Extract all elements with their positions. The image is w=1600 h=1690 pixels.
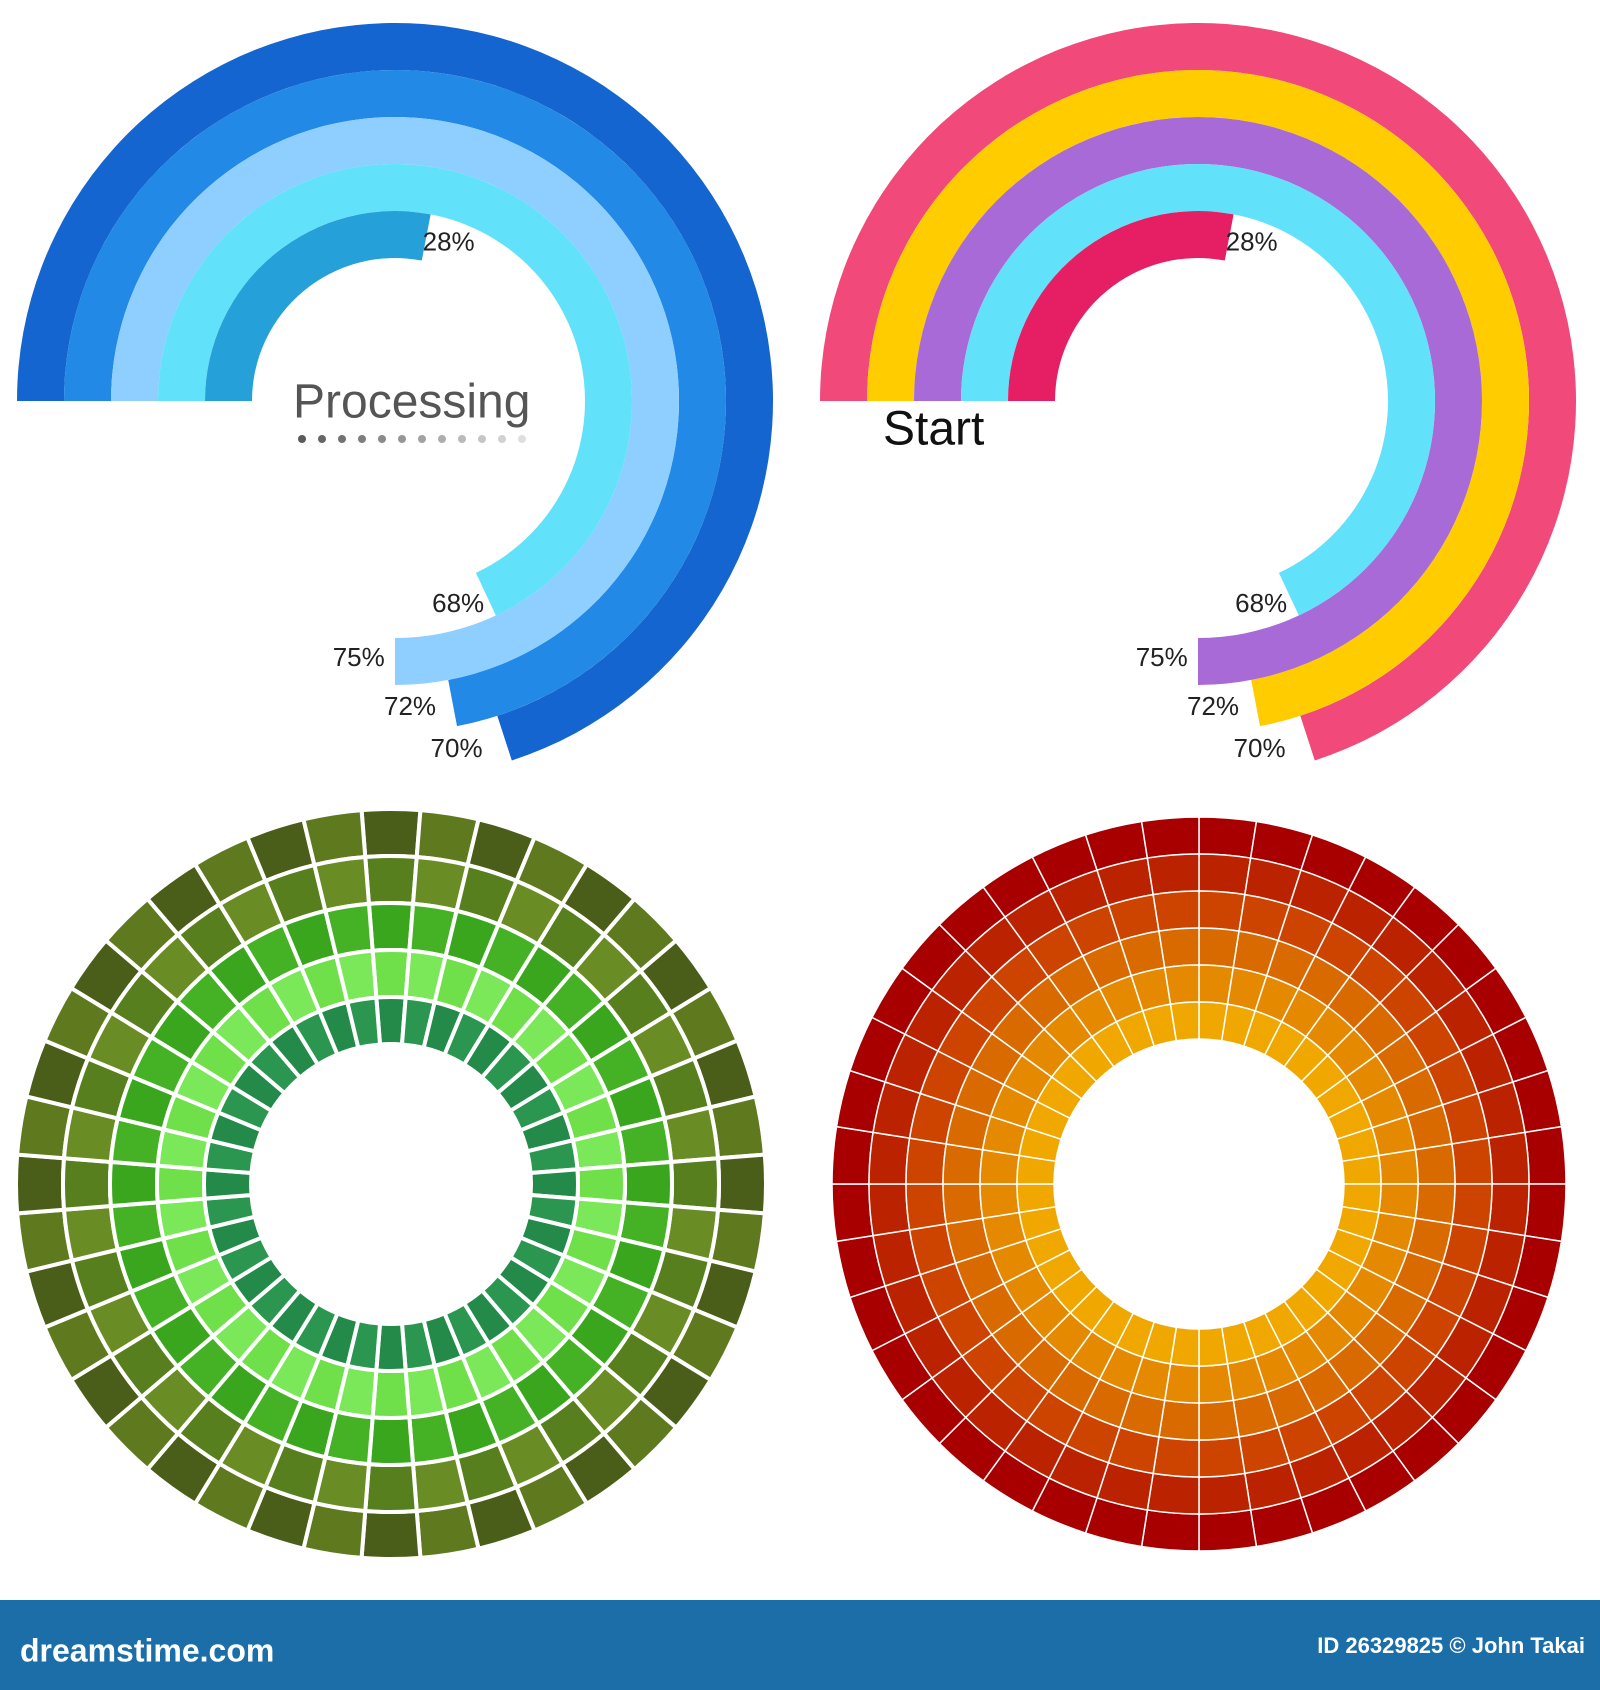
green-tile [366, 1415, 416, 1467]
red-tile [1152, 890, 1200, 933]
green-tile [14, 1152, 67, 1216]
red-tile [1198, 890, 1246, 933]
green-tile [359, 807, 423, 860]
green-tile [366, 901, 416, 953]
red-tile [1487, 1183, 1530, 1237]
red-tile [1146, 853, 1200, 896]
red-tile [1198, 927, 1240, 969]
red-tile [1198, 1362, 1235, 1404]
red-tile [1163, 964, 1200, 1006]
green-tile [575, 1163, 628, 1205]
red-tile [905, 1137, 948, 1185]
progress-ring [1008, 211, 1234, 401]
red-tile [1158, 927, 1200, 969]
green-tile [668, 1156, 721, 1212]
value-label: 75% [1136, 642, 1188, 672]
green-tile [107, 1159, 160, 1209]
processing-chart: 70% 72% 75% 68% 28% Processing [17, 22, 773, 763]
value-label: 70% [1234, 733, 1286, 763]
footer-site: dreamstime.com [20, 1632, 274, 1668]
footer-bar [0, 1600, 1600, 1690]
red-tile [1450, 1183, 1493, 1231]
progress-dot [338, 435, 346, 443]
value-label: 28% [1226, 226, 1278, 256]
red-tile [831, 1125, 874, 1185]
red-tile [905, 1183, 948, 1231]
progress-dot [418, 435, 426, 443]
value-label: 68% [432, 588, 484, 618]
red-tile [1377, 1148, 1419, 1185]
footer-credit: ID 26329825 © John Takai [1317, 1633, 1585, 1658]
green-tile [370, 1368, 412, 1421]
red-tile [868, 1183, 911, 1237]
green-tile [61, 1156, 114, 1212]
red-tile [1487, 1131, 1530, 1185]
green-tile [344, 995, 383, 1051]
value-label: 28% [423, 226, 475, 256]
red-tile [1140, 1509, 1200, 1552]
green-tile [715, 1152, 768, 1216]
red-tile [942, 1143, 984, 1185]
green-tile [154, 1163, 207, 1205]
progress-dot [318, 435, 326, 443]
red-tile [1198, 853, 1252, 896]
red-tile [1341, 1154, 1382, 1185]
progress-dot [358, 435, 366, 443]
progress-dot [398, 435, 406, 443]
green-tile [370, 948, 412, 1000]
progress-dot [438, 435, 446, 443]
red-tile [1524, 1183, 1567, 1243]
value-label: 68% [1235, 588, 1287, 618]
value-label: 72% [384, 691, 436, 721]
red-tile [1152, 1435, 1200, 1478]
value-label: 75% [333, 642, 385, 672]
decorative-wheels [14, 807, 1567, 1561]
red-tile [1158, 1399, 1200, 1441]
green-tile [108, 1200, 166, 1253]
red-tile [1414, 1183, 1456, 1225]
red-tile [831, 1183, 874, 1243]
red-tile [1198, 816, 1258, 859]
progress-dot [378, 435, 386, 443]
progress-ring [205, 210, 431, 401]
center-label: Start [883, 403, 984, 456]
green-tile [407, 1409, 460, 1467]
progress-dot [298, 435, 306, 443]
green-tile [359, 1508, 423, 1561]
green-tile [616, 1115, 674, 1168]
red-tile [1524, 1125, 1567, 1185]
green-tile [622, 1159, 675, 1209]
green-tile [322, 901, 375, 959]
red-tile [1140, 816, 1200, 859]
red-tile [1198, 1435, 1246, 1478]
value-label: 72% [1187, 691, 1239, 721]
red-tile [1146, 1472, 1200, 1515]
start-chart: 70% 72% 75% 68% 28% Start [820, 22, 1576, 763]
red-tile [1414, 1143, 1456, 1185]
green-tile [363, 854, 419, 907]
red-tile [868, 1131, 911, 1185]
value-label: 70% [431, 733, 483, 763]
red-tile [1198, 1399, 1240, 1441]
red-tile [1016, 1183, 1057, 1214]
center-label: Processing [293, 376, 530, 429]
red-tile [942, 1183, 984, 1225]
progress-dot [518, 435, 526, 443]
progress-dot [478, 435, 486, 443]
progress-dot [458, 435, 466, 443]
red-tile [1198, 1509, 1258, 1552]
red-tile [1198, 1326, 1229, 1367]
red-tile [1169, 1001, 1200, 1042]
progress-dot [498, 435, 506, 443]
green-tile [363, 1461, 419, 1515]
red-tile [979, 1183, 1021, 1220]
red-tile [1198, 1472, 1252, 1515]
red-tile [1450, 1137, 1493, 1185]
